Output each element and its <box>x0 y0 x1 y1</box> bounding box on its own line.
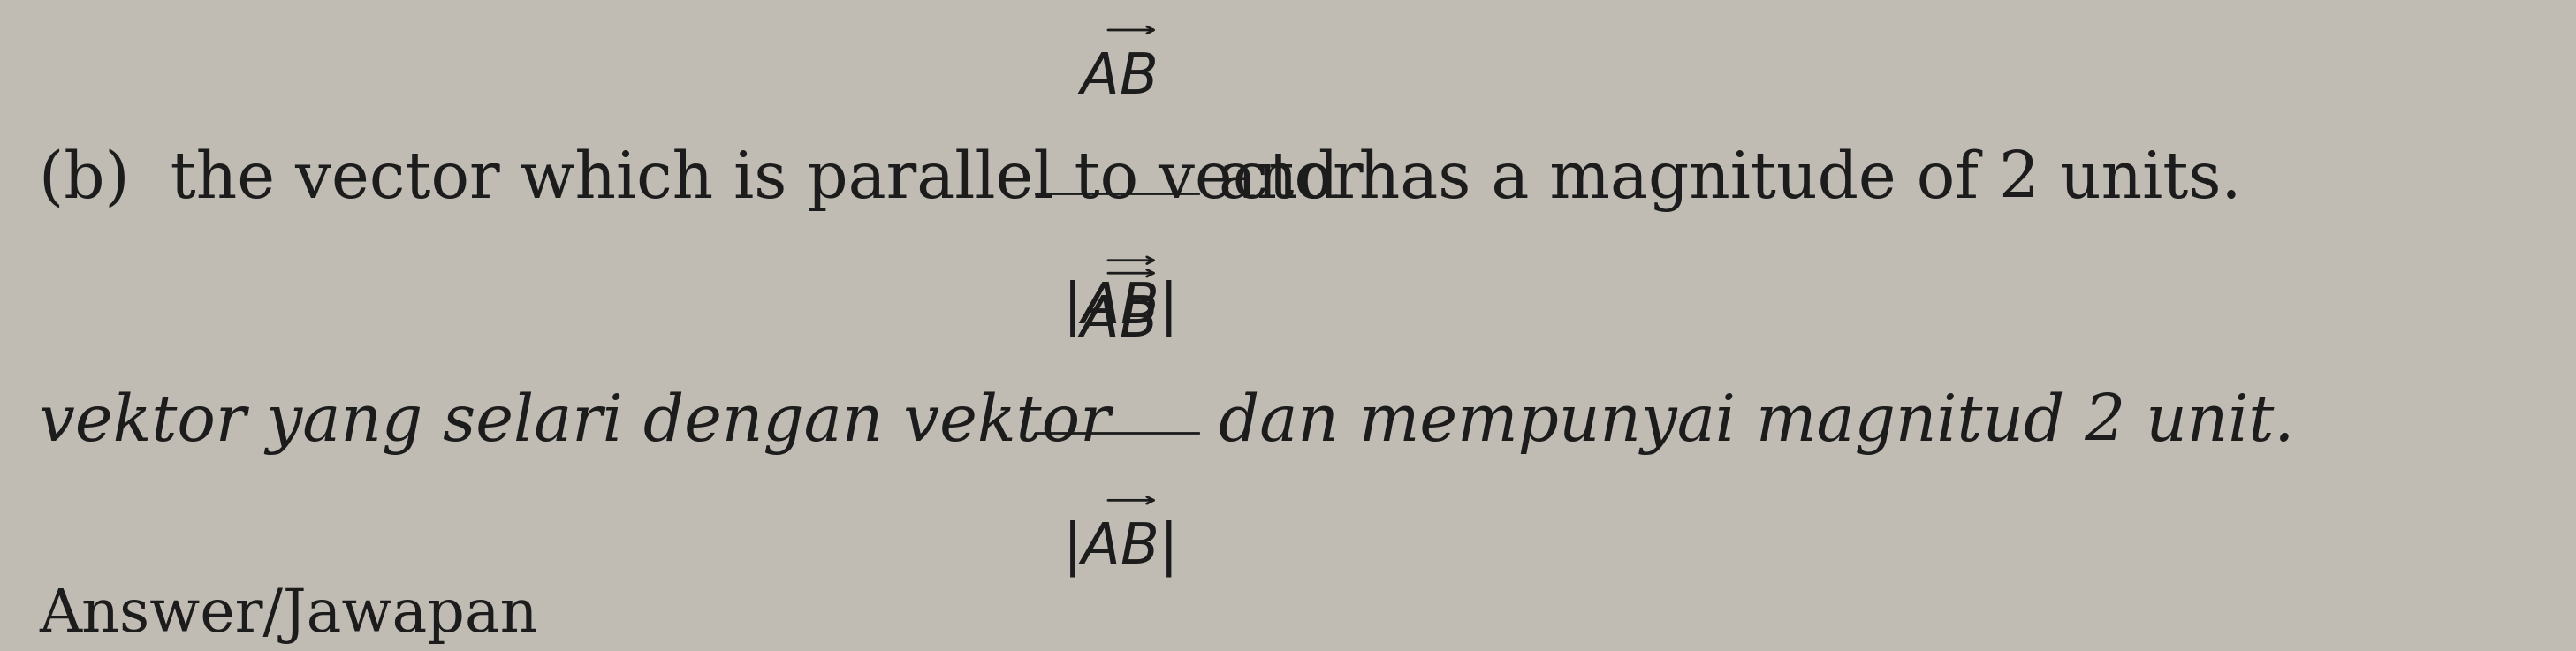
Text: $\it{AB}$: $\it{AB}$ <box>1077 51 1157 105</box>
Text: Answer/Jawapan: Answer/Jawapan <box>39 587 538 644</box>
Text: (b)  the vector which is parallel to vector: (b) the vector which is parallel to vect… <box>39 149 1363 212</box>
Text: $\it{AB}$: $\it{AB}$ <box>1077 294 1157 348</box>
Text: $\it{|AB|}$: $\it{|AB|}$ <box>1061 518 1172 578</box>
Text: vektor yang selari dengan vektor: vektor yang selari dengan vektor <box>39 392 1110 455</box>
Text: $\it{|AB|}$: $\it{|AB|}$ <box>1061 278 1172 339</box>
Text: and has a magnitude of 2 units.: and has a magnitude of 2 units. <box>1218 149 2241 212</box>
Text: dan mempunyai magnitud 2 unit.: dan mempunyai magnitud 2 unit. <box>1218 392 2295 455</box>
